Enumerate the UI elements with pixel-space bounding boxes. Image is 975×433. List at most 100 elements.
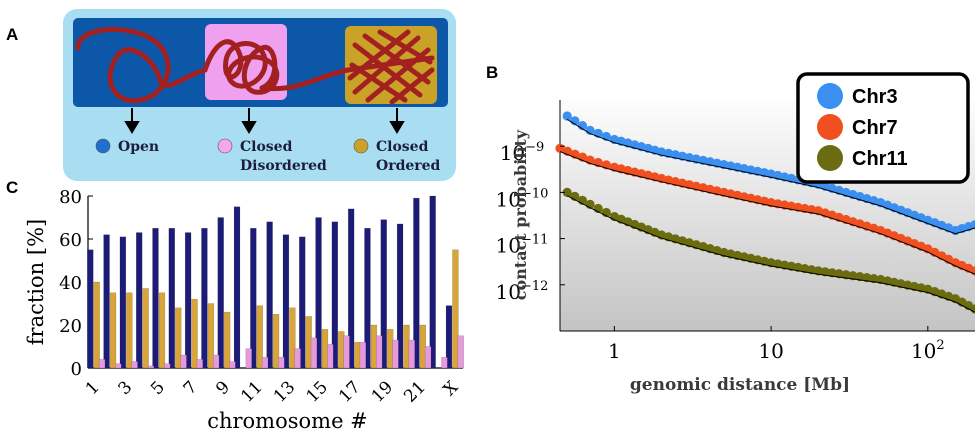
fit-line <box>566 195 975 313</box>
bar <box>245 348 252 369</box>
legend-marker <box>817 145 843 171</box>
x-tick-label: 19 <box>368 377 397 406</box>
bar <box>131 361 138 369</box>
bar <box>261 357 269 369</box>
x-tick-label: 15 <box>303 377 332 406</box>
bar <box>347 208 355 369</box>
y-tick-label: 10−11 <box>496 233 549 258</box>
state-diagram: Open Closed Disordered Closed Ordered <box>63 9 456 181</box>
y-tick-label: 10−10 <box>496 186 549 211</box>
bar <box>359 341 367 369</box>
x-axis-label: chromosome # <box>207 409 368 433</box>
bar <box>413 197 420 369</box>
x-tick-label: 13 <box>270 377 299 406</box>
legend: Chr3 Chr7 Chr11 <box>796 72 970 184</box>
y-axis-label: contact probability <box>511 129 530 300</box>
bar <box>126 292 133 369</box>
data-point <box>855 272 865 282</box>
bar <box>321 329 329 369</box>
y-tick-label: 10−12 <box>496 279 549 304</box>
bar <box>441 357 448 369</box>
legend-marker <box>817 114 843 140</box>
bar <box>223 311 231 369</box>
bar <box>408 339 415 369</box>
x-tick-label: 17 <box>335 377 364 406</box>
bar <box>109 292 117 369</box>
bar <box>457 335 464 369</box>
bar <box>212 354 220 369</box>
bar <box>331 221 339 369</box>
bar <box>445 305 453 369</box>
bar <box>338 331 345 369</box>
bar <box>370 324 378 369</box>
bar <box>289 307 296 369</box>
bar <box>217 217 224 369</box>
state-label: Closed <box>240 139 293 155</box>
bar <box>278 357 285 369</box>
data-point <box>848 271 858 281</box>
contact-probability-chart: 10−9 10−10 10−11 10−12 1 10 102 genomic distanc… <box>496 72 975 395</box>
bar <box>93 281 100 369</box>
state-marker <box>217 138 233 154</box>
legend-label: Chr7 <box>852 117 898 139</box>
bar <box>272 314 280 369</box>
bar <box>196 359 204 369</box>
bar <box>184 232 192 369</box>
x-tick-label: 1 <box>82 377 104 399</box>
bar <box>266 221 273 369</box>
bar <box>115 363 122 369</box>
bar <box>256 305 263 369</box>
bar <box>392 339 399 369</box>
bar <box>158 292 166 369</box>
legend-label: Chr3 <box>852 86 898 108</box>
bar <box>396 223 404 369</box>
fit-line <box>566 118 975 235</box>
bar <box>142 288 149 369</box>
data-point <box>813 206 823 216</box>
y-tick-label: 0 <box>71 359 82 380</box>
fit-line <box>559 151 975 275</box>
bar <box>136 232 143 369</box>
bar <box>250 228 257 369</box>
bar <box>294 348 301 369</box>
bar <box>343 335 350 369</box>
data-point <box>834 269 844 279</box>
chromatin-chain <box>75 26 435 105</box>
bar <box>233 206 241 369</box>
x-tick-label: 10 <box>758 339 783 363</box>
legend-marker <box>817 83 843 109</box>
x-tick-label: X <box>440 377 463 400</box>
state-label: Ordered <box>376 158 441 174</box>
data-point <box>970 220 975 230</box>
data-point <box>862 273 872 283</box>
bar <box>103 234 110 369</box>
x-tick-label: 9 <box>212 377 234 399</box>
bar <box>315 217 322 369</box>
bar <box>119 236 127 369</box>
data-point <box>827 268 837 278</box>
bar <box>424 346 432 369</box>
bar <box>380 219 387 369</box>
bar <box>147 365 155 369</box>
bar <box>429 195 436 369</box>
data-point <box>562 187 572 197</box>
state-marker <box>353 138 369 154</box>
bar <box>419 324 427 369</box>
data-point <box>562 111 572 121</box>
bar <box>164 363 171 369</box>
x-tick-label: 7 <box>180 377 202 399</box>
bar <box>98 359 106 369</box>
bar <box>452 249 459 369</box>
bar <box>327 344 334 369</box>
bar <box>403 324 410 369</box>
bar <box>354 341 361 369</box>
x-tick-label: 5 <box>147 377 169 399</box>
panel-label-c: C <box>6 178 18 197</box>
bar <box>175 307 182 369</box>
y-tick-label: 80 <box>59 187 82 208</box>
state-arrows <box>124 108 405 134</box>
x-tick-label: 21 <box>400 377 429 406</box>
bar <box>229 361 236 369</box>
y-tick-label: 10−9 <box>500 140 545 165</box>
